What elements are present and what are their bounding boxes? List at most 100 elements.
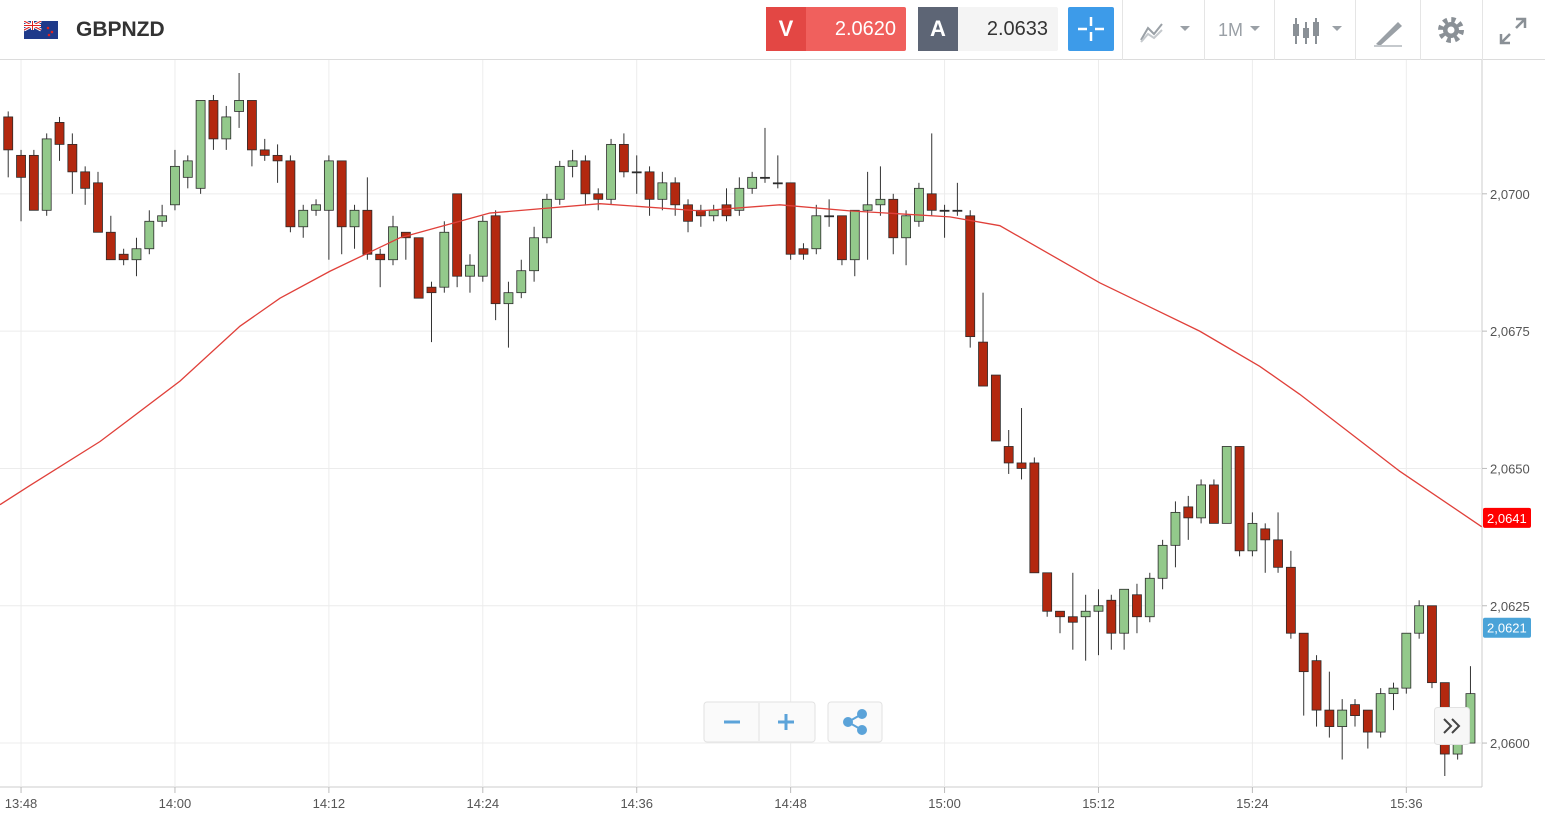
candle-body	[1362, 709, 1373, 733]
candle-body	[1285, 566, 1296, 634]
candle-body	[1298, 632, 1309, 673]
sell-price: 2.0620	[834, 17, 896, 40]
x-tick-label: 14:12	[313, 796, 346, 811]
candle-body	[67, 143, 78, 173]
candle-body	[28, 154, 39, 211]
x-tick-label: 14:00	[159, 796, 192, 811]
candle-body	[1029, 462, 1040, 574]
candle-body	[618, 143, 629, 173]
candle-style-button[interactable]	[1290, 14, 1346, 48]
scroll-right-button[interactable]	[1434, 707, 1470, 745]
candle-body	[1183, 506, 1194, 519]
candle-body	[760, 176, 770, 179]
candle-body	[170, 165, 180, 206]
candle-body	[811, 215, 822, 250]
y-tick-label: 2,0600	[1490, 736, 1530, 751]
candle-body	[978, 341, 988, 387]
zoom-in-button[interactable]	[778, 714, 794, 730]
candle-body	[157, 215, 168, 222]
candle-body	[1273, 539, 1283, 568]
instrument-title: GBPNZD	[76, 18, 165, 41]
candle-body	[1221, 446, 1232, 524]
candle-body	[272, 154, 283, 162]
candle-body	[1260, 528, 1271, 541]
candle-body	[554, 165, 565, 200]
candle-body	[208, 100, 219, 140]
candle-body	[503, 292, 514, 305]
y-tick-label: 2,0700	[1490, 187, 1530, 202]
buy-label: A	[918, 7, 958, 51]
candle-body	[670, 182, 681, 206]
candle-body	[439, 231, 450, 288]
separator	[1355, 0, 1356, 60]
expand-button[interactable]	[1498, 16, 1528, 46]
candle-body	[1144, 577, 1155, 618]
candle-body	[1209, 484, 1219, 524]
candle-body	[516, 270, 527, 294]
candle-body	[465, 264, 475, 277]
candle-body	[1247, 522, 1258, 552]
candle-body	[1132, 594, 1142, 618]
candle-body	[452, 193, 463, 277]
candle-body	[195, 100, 206, 189]
candle-body	[1016, 462, 1027, 469]
separator	[1482, 0, 1483, 60]
price-label: 2,0641	[1487, 511, 1527, 526]
candle-body	[1080, 610, 1091, 618]
separator	[1420, 0, 1421, 60]
candle-body	[221, 116, 232, 140]
candle-body	[1196, 484, 1206, 519]
candle-body	[375, 253, 386, 261]
candle-body	[914, 187, 924, 222]
candle-body	[721, 204, 732, 217]
settings-button[interactable]	[1436, 15, 1466, 45]
candle-body	[144, 220, 155, 250]
draw-button[interactable]	[1372, 14, 1406, 48]
candle-body	[118, 253, 129, 261]
candle-body	[926, 193, 937, 211]
candle-body	[798, 248, 809, 255]
candle-body	[362, 209, 373, 255]
candle-body	[3, 116, 14, 151]
candle-body	[862, 204, 873, 211]
candle-body	[785, 182, 796, 255]
buy-button[interactable]: A 2.0633	[918, 7, 1058, 51]
candle-body	[105, 231, 116, 261]
candle-body	[41, 138, 52, 211]
candle-body	[234, 100, 244, 112]
price-label: 2,0621	[1487, 621, 1527, 636]
candle-body	[1106, 599, 1117, 634]
y-tick-label: 2,0675	[1490, 324, 1530, 339]
share-button[interactable]	[843, 709, 867, 735]
candle-body	[593, 193, 604, 200]
candle-body	[349, 209, 360, 228]
chart-type-button[interactable]	[1138, 18, 1194, 44]
candle-body	[542, 198, 552, 239]
candle-body	[734, 187, 745, 211]
candle-body	[247, 100, 257, 151]
candle-body	[952, 209, 963, 212]
candle-body	[1414, 605, 1425, 634]
x-tick-label: 14:24	[467, 796, 500, 811]
candle-body	[747, 176, 758, 189]
candle-body	[990, 374, 1001, 442]
separator	[1122, 0, 1123, 60]
candle-body	[1350, 704, 1360, 716]
y-tick-label: 2,0650	[1490, 461, 1530, 476]
candle-body	[1170, 511, 1181, 546]
candle-body	[683, 204, 693, 222]
moving-average-line	[0, 203, 1482, 528]
crosshair-button[interactable]	[1068, 7, 1114, 51]
x-tick-label: 15:24	[1236, 796, 1269, 811]
x-tick-label: 15:12	[1082, 796, 1115, 811]
separator	[1274, 0, 1275, 60]
candle-body	[1311, 660, 1322, 711]
candle-body	[888, 198, 899, 239]
candle-body	[580, 160, 591, 195]
sell-button[interactable]: V 2.0620	[766, 7, 906, 51]
candle-body	[849, 209, 860, 261]
timeframe-button[interactable]: 1M	[1218, 20, 1244, 40]
x-tick-label: 14:48	[774, 796, 807, 811]
candle-body	[426, 286, 437, 294]
